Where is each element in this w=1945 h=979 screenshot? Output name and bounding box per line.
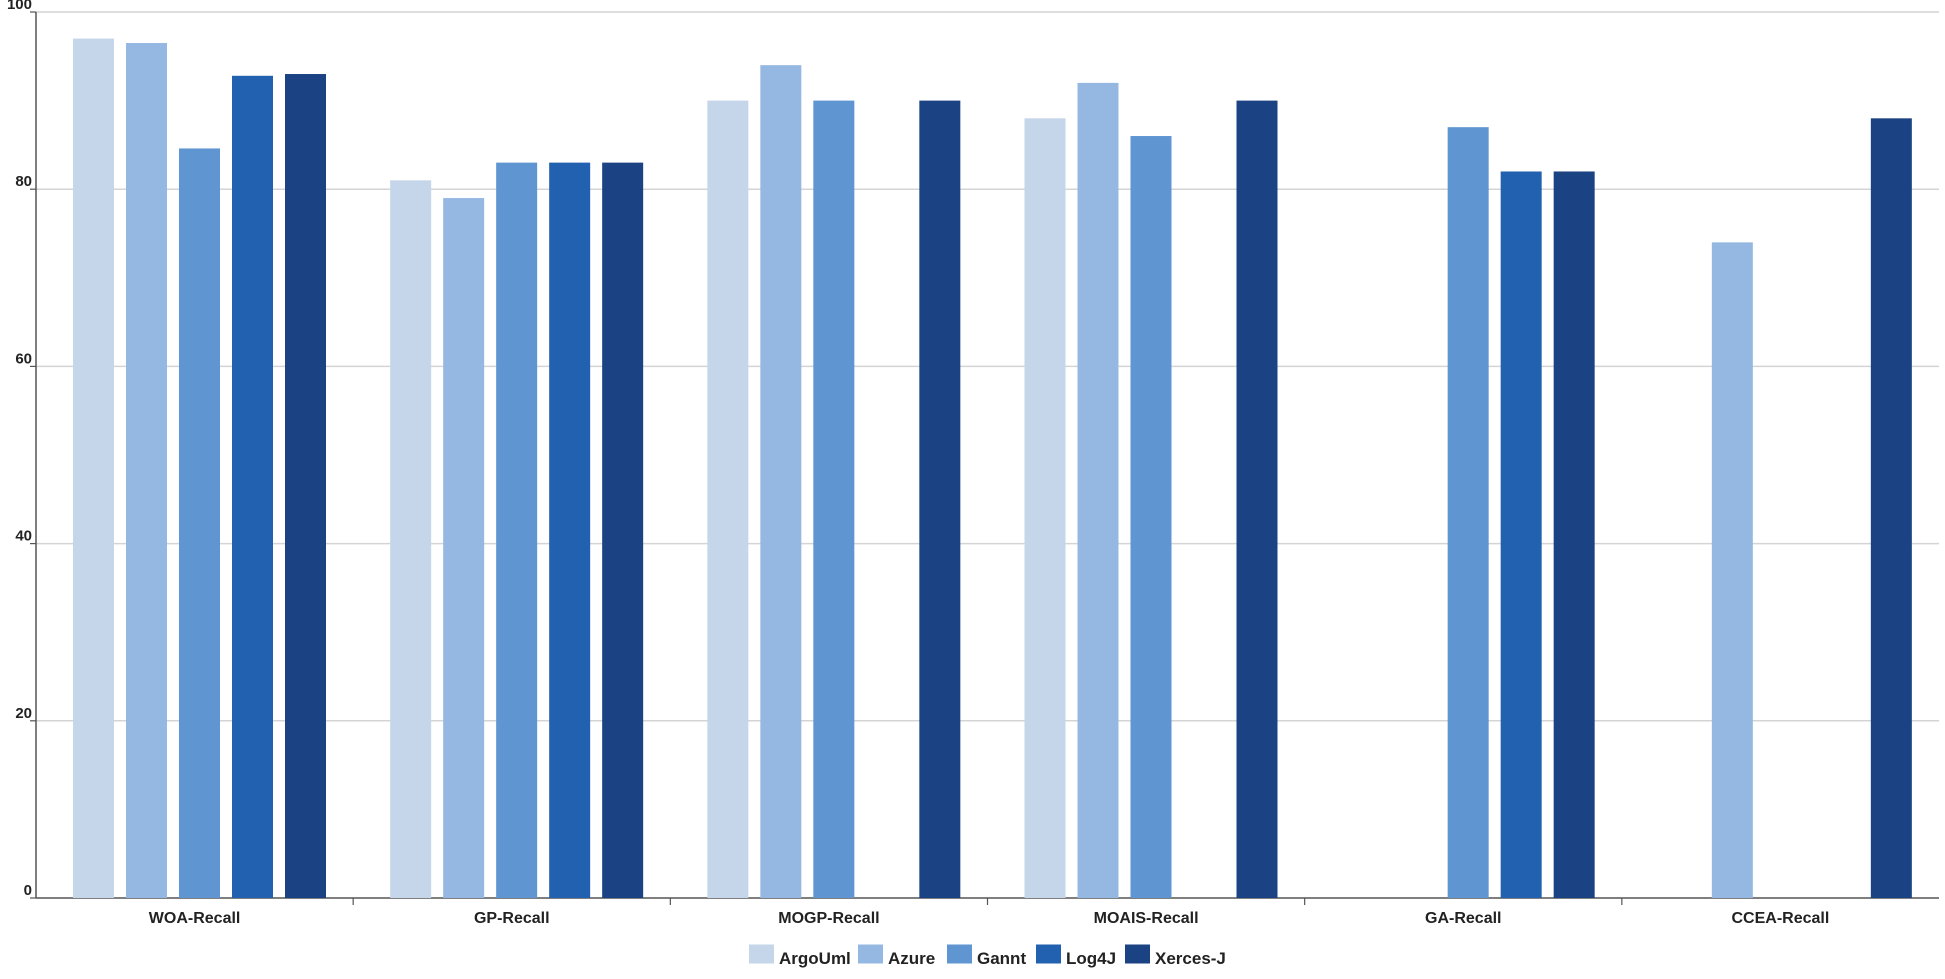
- legend-swatch-log4j: [1036, 944, 1061, 964]
- bar-azure-woa-recall: [126, 43, 167, 898]
- bar-xerces-j-mogp-recall: [919, 100, 961, 899]
- y-tick-label: 20: [15, 705, 32, 722]
- bar-log4j-ga-recall: [1500, 171, 1542, 899]
- x-category-label: CCEA-Recall: [1732, 910, 1830, 927]
- bar-gannt-gp-recall: [496, 162, 538, 898]
- bar-gannt-mogp-recall: [813, 100, 855, 899]
- bar-argouml-mogp-recall: [707, 100, 749, 899]
- legend-swatch-azure: [858, 944, 883, 964]
- bar-log4j-woa-recall: [232, 75, 273, 899]
- bars: [73, 38, 1912, 899]
- y-tick-label: 60: [15, 350, 32, 367]
- bar-azure-mogp-recall: [760, 65, 802, 898]
- legend-label: Gannt: [977, 949, 1026, 968]
- bar-gannt-moais-recall: [1130, 136, 1172, 899]
- legend-swatch-gannt: [947, 944, 972, 964]
- legend: ArgoUml Azure Gannt Log4J Xerces-J: [749, 944, 1226, 968]
- legend-label: ArgoUml: [779, 949, 851, 968]
- bar-argouml-woa-recall: [73, 38, 114, 898]
- legend-swatch-xerces-j: [1125, 944, 1150, 964]
- x-category-label: GA-Recall: [1425, 910, 1501, 927]
- bar-azure-moais-recall: [1077, 82, 1119, 898]
- bar-gannt-woa-recall: [179, 148, 220, 899]
- bar-xerces-j-gp-recall: [602, 162, 644, 898]
- legend-label: Xerces-J: [1155, 949, 1226, 968]
- bar-log4j-gp-recall: [549, 162, 591, 898]
- bar-xerces-j-ccea-recall: [1870, 118, 1912, 898]
- bar-xerces-j-ga-recall: [1553, 171, 1595, 899]
- y-tick-label: 80: [15, 173, 32, 190]
- axes: [30, 11, 1939, 905]
- bar-argouml-moais-recall: [1024, 118, 1066, 898]
- bar-xerces-j-woa-recall: [285, 74, 326, 898]
- x-category-label: WOA-Recall: [149, 910, 241, 927]
- legend-label: Log4J: [1066, 949, 1116, 968]
- x-category-label: MOGP-Recall: [778, 910, 879, 927]
- bar-xerces-j-moais-recall: [1236, 100, 1278, 899]
- legend-label: Azure: [888, 949, 935, 968]
- bar-argouml-gp-recall: [390, 180, 432, 899]
- x-category-label: GP-Recall: [474, 910, 550, 927]
- bar-azure-ccea-recall: [1711, 242, 1753, 899]
- x-category-label: MOAIS-Recall: [1094, 910, 1199, 927]
- legend-swatch-argouml: [749, 944, 774, 964]
- bar-gannt-ga-recall: [1447, 127, 1489, 899]
- bar-azure-gp-recall: [443, 198, 485, 898]
- y-tick-label: 40: [15, 528, 32, 545]
- axis-labels: 0 20 40 60 80 100 WOA-Recall GP-Recall MOGP-Reca…: [7, 0, 1829, 927]
- gridlines: [36, 11, 1939, 722]
- y-tick-label: 0: [24, 882, 32, 899]
- y-tick-label: 100: [7, 0, 32, 13]
